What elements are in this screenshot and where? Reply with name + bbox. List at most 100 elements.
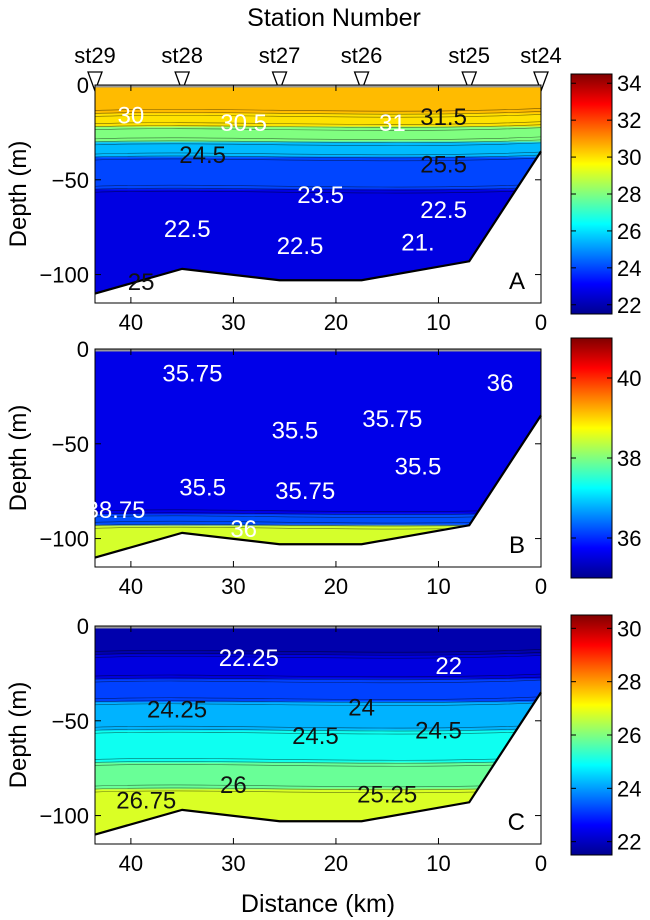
- contour-label: 22.5: [420, 197, 467, 224]
- colorbar-tick-label: 22: [617, 293, 641, 318]
- station-marker: [353, 71, 370, 93]
- contour-line: [95, 511, 541, 515]
- x-tick-label: 10: [426, 574, 450, 599]
- contour-label: 30.5: [220, 110, 267, 137]
- contour-line: [95, 157, 541, 162]
- contour-line: [95, 183, 541, 188]
- station-marker: [174, 71, 191, 93]
- y-tick-label: 0: [77, 73, 89, 98]
- contour-line: [95, 727, 541, 732]
- contour-line: [95, 696, 541, 700]
- colorbar-tick-label: 34: [617, 71, 641, 96]
- contour-label: 23.5: [297, 182, 344, 209]
- contour-label: 22.5: [164, 216, 211, 243]
- seafloor-profile: [94, 414, 542, 559]
- colorbar-tick-label: 24: [617, 776, 641, 801]
- y-axis-label: Depth (m): [5, 405, 32, 512]
- x-tick-label: 10: [426, 851, 450, 876]
- contour-label: 25.25: [357, 782, 417, 809]
- station-number-title: Station Number: [247, 4, 421, 32]
- contour-label: 38.75: [85, 497, 145, 524]
- station-label: st26: [341, 43, 383, 68]
- colorbar-tick-label: 32: [617, 108, 641, 133]
- contour-label: 24.5: [415, 717, 462, 744]
- panels: 40 30 20 10 0 0 −50 −100 Depth (m) A 30 30.5 31 31.5 2…: [5, 71, 641, 876]
- station-marker: [533, 71, 549, 93]
- colorbar-tick-label: 40: [617, 366, 641, 391]
- y-tick-label: −50: [52, 709, 89, 734]
- contour-line: [95, 124, 541, 128]
- contour-line: [95, 186, 541, 191]
- colorbar-tick-label: 28: [617, 182, 641, 207]
- y-axis-label: Depth (m): [5, 682, 32, 789]
- contour-label: 36: [487, 370, 514, 397]
- contour-line: [95, 783, 541, 788]
- contour-line: [95, 649, 541, 653]
- contour-line: [95, 757, 541, 761]
- contour-label: 24.5: [179, 142, 226, 169]
- contour-label: 35.75: [362, 406, 422, 433]
- station-label: st29: [74, 43, 116, 68]
- seafloor-profile: [94, 691, 542, 836]
- x-tick-label: 30: [221, 851, 245, 876]
- contour-label: 22.25: [219, 645, 279, 672]
- contour-label: 35.5: [179, 474, 226, 501]
- x-tick-label: 20: [324, 851, 348, 876]
- colorbar-tick-label: 38: [617, 446, 641, 471]
- colorbar-tick-label: 24: [617, 256, 641, 281]
- panel-a: 40 30 20 10 0 0 −50 −100 Depth (m) A 30 30.5 31 31.5 2…: [5, 71, 641, 335]
- y-tick-label: −100: [39, 527, 89, 552]
- x-tick-label: 30: [221, 310, 245, 335]
- contour-line: [95, 655, 541, 659]
- x-tick-label: 20: [324, 574, 348, 599]
- station-label: st27: [259, 43, 301, 68]
- x-tick-label: 0: [535, 310, 547, 335]
- contour-label: 22.5: [277, 233, 324, 260]
- x-tick-label: 20: [324, 310, 348, 335]
- contour-line: [95, 673, 541, 678]
- contour-line: [95, 111, 541, 115]
- contour-line: [95, 136, 541, 140]
- colorbar: [570, 73, 613, 315]
- colorbar-tick-label: 22: [617, 830, 641, 855]
- contour-line: [95, 724, 541, 729]
- contour-line: [95, 760, 541, 764]
- y-tick-label: −50: [52, 432, 89, 457]
- contour-label: 25.5: [420, 152, 467, 179]
- axes-frame: [94, 625, 542, 845]
- axes-frame: [94, 348, 542, 568]
- contour-line: [95, 139, 541, 143]
- colorbar-tick-label: 30: [617, 145, 641, 170]
- contour-line: [95, 702, 541, 706]
- contour-line: [95, 114, 541, 118]
- contour-label: 24: [348, 695, 375, 722]
- colorbar-tick-label: 26: [617, 723, 641, 748]
- axes-frame: [94, 84, 542, 304]
- contour-label: 21.: [401, 229, 434, 256]
- contour-label: 36: [230, 516, 257, 543]
- station-marker: [87, 71, 103, 93]
- contour-line: [95, 676, 541, 681]
- x-tick-label: 40: [119, 574, 143, 599]
- contour-label: 24.25: [147, 696, 207, 723]
- panel-label: A: [509, 268, 525, 295]
- contour-label: 25: [128, 269, 155, 296]
- colorbar-tick-label: 26: [617, 219, 641, 244]
- contour-line: [95, 189, 541, 194]
- contour-line: [95, 508, 541, 512]
- contour-label: 31.5: [420, 104, 467, 131]
- contour-line: [95, 127, 541, 131]
- contour-line: [95, 121, 541, 125]
- x-tick-label: 10: [426, 310, 450, 335]
- contour-label: 35.5: [272, 418, 319, 445]
- contour-line: [95, 108, 541, 112]
- station-label: st28: [161, 43, 203, 68]
- contour-label: 26: [220, 772, 247, 799]
- y-tick-label: −100: [39, 804, 89, 829]
- contour-line: [95, 789, 541, 794]
- colorbar: [570, 337, 613, 579]
- contour-label: 26.75: [116, 787, 176, 814]
- station-marker: [271, 71, 288, 93]
- contour-line: [95, 154, 541, 159]
- contour-label: 22: [435, 653, 462, 680]
